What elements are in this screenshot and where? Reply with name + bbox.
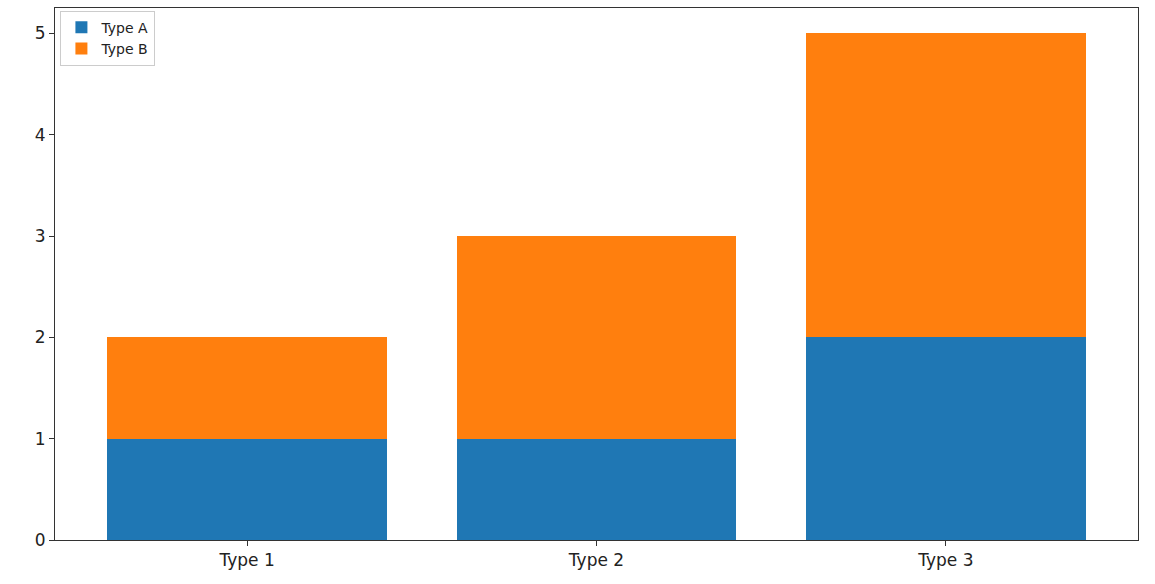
svg-text:Type B: Type B — [100, 41, 147, 57]
svg-text:3: 3 — [35, 226, 46, 246]
svg-text:Type 1: Type 1 — [219, 550, 275, 570]
svg-text:4: 4 — [35, 125, 46, 145]
svg-text:5: 5 — [35, 23, 46, 43]
svg-text:Type A: Type A — [100, 20, 148, 36]
svg-text:1: 1 — [35, 429, 46, 449]
svg-text:2: 2 — [35, 327, 46, 347]
svg-text:0: 0 — [35, 530, 46, 550]
svg-text:Type 3: Type 3 — [917, 550, 973, 570]
svg-text:Type 2: Type 2 — [568, 550, 624, 570]
